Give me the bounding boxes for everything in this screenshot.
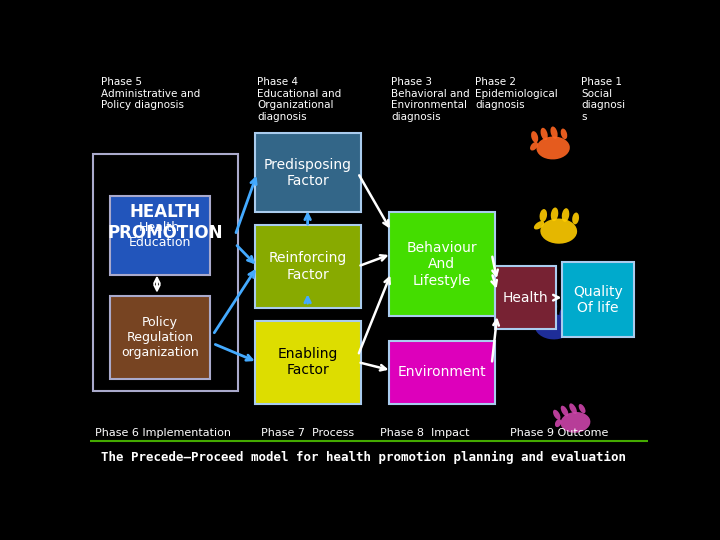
Text: Phase 1
Social
diagnosi
s: Phase 1 Social diagnosi s [581,77,625,122]
Ellipse shape [530,142,538,151]
Ellipse shape [551,207,558,221]
Ellipse shape [540,219,577,244]
Ellipse shape [529,315,541,322]
Text: Policy
Regulation
organization: Policy Regulation organization [121,316,199,359]
Text: Quality
Of life: Quality Of life [573,285,623,315]
Text: Phase 6 Implementation: Phase 6 Implementation [94,428,230,438]
FancyBboxPatch shape [389,341,495,404]
Text: Phase 9 Outcome: Phase 9 Outcome [510,428,608,438]
Ellipse shape [536,137,570,159]
Ellipse shape [551,126,558,139]
Ellipse shape [559,305,568,319]
Ellipse shape [569,310,577,322]
Ellipse shape [537,303,546,315]
Ellipse shape [561,412,590,433]
FancyBboxPatch shape [255,321,361,404]
Ellipse shape [555,419,562,427]
FancyBboxPatch shape [109,295,210,379]
FancyBboxPatch shape [389,212,495,316]
Text: The Precede–Proceed model for health promotion planning and evaluation: The Precede–Proceed model for health pro… [101,451,626,464]
Text: Phase 5
Administrative and
Policy diagnosis: Phase 5 Administrative and Policy diagno… [101,77,200,111]
FancyBboxPatch shape [562,262,634,337]
Text: Health
Education: Health Education [129,221,191,249]
Text: Reinforcing
Factor: Reinforcing Factor [269,251,347,281]
FancyBboxPatch shape [90,441,648,481]
Ellipse shape [561,129,567,139]
Ellipse shape [572,213,579,225]
Text: Phase 2
Epidemiological
diagnosis: Phase 2 Epidemiological diagnosis [475,77,558,111]
Ellipse shape [539,209,547,222]
Ellipse shape [562,208,570,222]
Ellipse shape [579,404,585,413]
Ellipse shape [541,128,548,140]
Ellipse shape [531,131,539,143]
Text: Phase 8  Impact: Phase 8 Impact [380,428,469,438]
Ellipse shape [535,314,572,340]
Ellipse shape [549,303,557,316]
FancyBboxPatch shape [255,225,361,308]
Text: Phase 4
Educational and
Organizational
diagnosis: Phase 4 Educational and Organizational d… [258,77,342,122]
Ellipse shape [553,410,560,420]
Text: Environment: Environment [397,366,486,380]
Text: Predisposing
Factor: Predisposing Factor [264,158,351,188]
FancyBboxPatch shape [255,133,361,212]
Text: Behaviour
And
Lifestyle: Behaviour And Lifestyle [406,241,477,288]
FancyBboxPatch shape [495,266,556,329]
Text: HEALTH
PROMOTION: HEALTH PROMOTION [107,204,223,242]
Ellipse shape [534,221,544,230]
FancyBboxPatch shape [109,196,210,275]
Ellipse shape [570,403,577,414]
Text: Phase 3
Behavioral and
Environmental
diagnosis: Phase 3 Behavioral and Environmental dia… [392,77,470,122]
Text: Enabling
Factor: Enabling Factor [277,347,338,377]
Ellipse shape [561,406,568,416]
Text: Health: Health [503,291,548,305]
FancyBboxPatch shape [93,154,238,391]
Text: Phase 7  Process: Phase 7 Process [261,428,354,438]
